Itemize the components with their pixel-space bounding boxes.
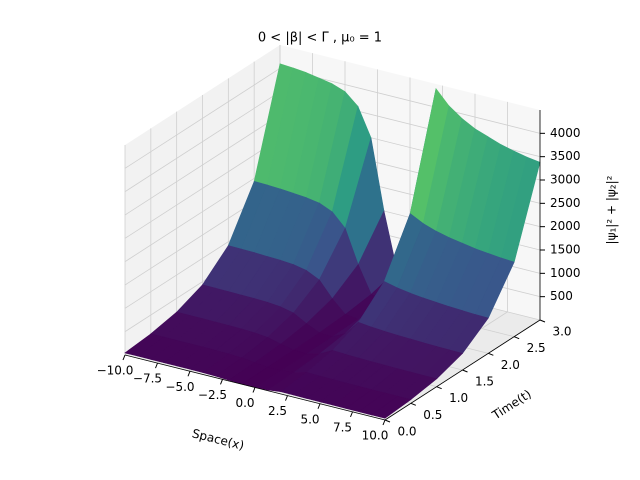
z-tick-label: 2000 [550,219,581,233]
x-tick [155,362,158,369]
y-tick [436,386,442,390]
y-tick [410,402,417,406]
x-tick-label: −10.0 [97,364,134,378]
x-tick-label: −7.5 [133,372,162,386]
x-tick [350,411,353,418]
grid-line [124,137,281,239]
y-tick-label: 1.5 [475,375,494,389]
z-tick-label: 1000 [550,266,581,280]
x-tick-label: −5.0 [165,380,194,394]
x-tick [187,371,191,377]
z-tick-label: 1500 [550,243,581,257]
grid-line [124,67,281,169]
x-tick-label: −2.5 [198,388,227,402]
x-tick [382,419,386,426]
y-tick-label: 0.5 [423,408,442,422]
y-tick-label: 2.0 [501,358,520,372]
grid-line [279,67,541,134]
y-tick-label: 0.0 [397,425,416,439]
y-tick [462,369,468,373]
x-tick [252,387,256,393]
x-tick-label: 10.0 [362,429,389,443]
z-tick-label: 2500 [550,196,581,210]
z-tick-label: 4000 [550,126,581,140]
grid-line [124,91,281,193]
z-axis-label: |ψ₁|² + |ψ₂|² [605,175,619,244]
x-tick [220,379,223,385]
axis-line [384,319,541,421]
x-tick [317,403,321,409]
z-tick-label: 3500 [550,149,581,163]
z-tick-label: 500 [550,289,573,303]
y-tick [539,319,546,323]
y-tick [488,352,494,356]
surface [124,63,541,419]
y-tick-label: 2.5 [527,341,546,355]
x-tick [122,354,126,361]
x-tick-label: 5.0 [300,412,319,426]
y-tick-label: 3.0 [552,325,571,339]
x-tick [285,395,288,401]
y-tick [384,419,391,423]
axes: −10.0−7.5−5.0 −2.5 0.0 2.5 5.0 7.5 10.0 0.0 0.5 1… [97,110,581,443]
x-axis-label: Space(x) [191,426,246,452]
y-tick-label: 1.0 [449,391,468,405]
x-tick-label: 7.5 [333,420,352,434]
grid-line [124,114,281,216]
z-tick-label: 3000 [550,173,581,187]
grid-line [124,161,281,263]
y-axis-label: Time(t) [489,387,534,423]
surface-patch [371,395,412,419]
axis-line [124,354,386,421]
x-tick-label: 0.0 [235,396,254,410]
y-tick [513,336,520,340]
chart-title: 0 < |β| < Γ , μ₀ = 1 [258,31,382,46]
x-tick-label: 2.5 [268,404,287,418]
